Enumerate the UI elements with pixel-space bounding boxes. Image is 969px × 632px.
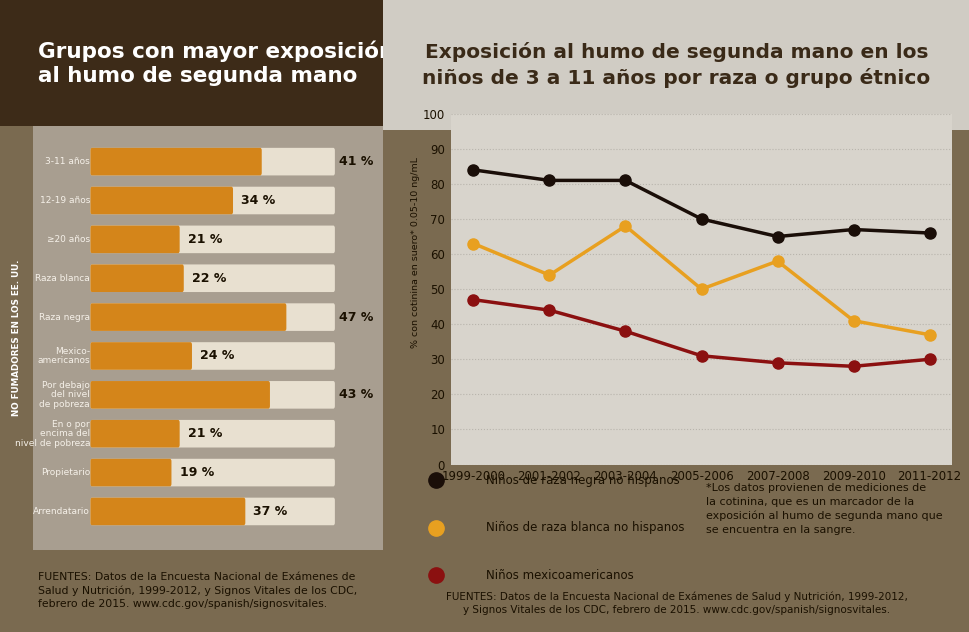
Bar: [33, 126, 383, 550]
Text: Por debajo
del nivel
de pobreza: Por debajo del nivel de pobreza: [40, 380, 90, 409]
Text: 37 %: 37 %: [253, 505, 288, 518]
FancyBboxPatch shape: [90, 303, 334, 331]
FancyBboxPatch shape: [90, 420, 334, 447]
Text: 21 %: 21 %: [188, 427, 222, 441]
Text: 41 %: 41 %: [339, 155, 373, 168]
Text: FUENTES: Datos de la Encuesta Nacional de Exámenes de Salud y Nutrición, 1999-20: FUENTES: Datos de la Encuesta Nacional d…: [445, 592, 907, 616]
Text: Niños mexicoamericanos: Niños mexicoamericanos: [485, 569, 633, 581]
Text: 24 %: 24 %: [200, 349, 234, 363]
Text: 34 %: 34 %: [241, 194, 275, 207]
Text: 3-11 años: 3-11 años: [46, 157, 90, 166]
FancyBboxPatch shape: [90, 459, 172, 487]
FancyBboxPatch shape: [90, 459, 334, 487]
Bar: [0, 0, 383, 126]
FancyBboxPatch shape: [90, 264, 183, 292]
FancyBboxPatch shape: [90, 186, 233, 214]
Text: En o por
encima del
nivel de pobreza: En o por encima del nivel de pobreza: [15, 420, 90, 448]
Text: Raza negra: Raza negra: [39, 313, 90, 322]
Text: 19 %: 19 %: [179, 466, 213, 479]
FancyBboxPatch shape: [90, 264, 334, 292]
FancyBboxPatch shape: [90, 186, 334, 214]
FancyBboxPatch shape: [90, 226, 334, 253]
Text: 22 %: 22 %: [192, 272, 226, 285]
Text: Arrendatario: Arrendatario: [33, 507, 90, 516]
FancyBboxPatch shape: [90, 420, 179, 447]
Text: Niños de raza blanca no hispanos: Niños de raza blanca no hispanos: [485, 521, 684, 534]
Text: 12-19 años: 12-19 años: [40, 196, 90, 205]
Text: *Los datos provienen de mediciones de
la cotinina, que es un marcador de la
expo: *Los datos provienen de mediciones de la…: [705, 483, 942, 535]
Text: Mexico-
americanos: Mexico- americanos: [38, 346, 90, 365]
Text: Exposición al humo de segunda mano en los
niños de 3 a 11 años por raza o grupo : Exposición al humo de segunda mano en lo…: [422, 42, 929, 88]
Text: Niños de raza negra no hispanos: Niños de raza negra no hispanos: [485, 474, 679, 487]
FancyBboxPatch shape: [90, 226, 179, 253]
Text: 43 %: 43 %: [339, 388, 373, 401]
FancyBboxPatch shape: [90, 381, 269, 409]
Bar: [383, 0, 969, 130]
FancyBboxPatch shape: [90, 497, 245, 525]
FancyBboxPatch shape: [90, 497, 334, 525]
Text: FUENTES: Datos de la Encuesta Nacional de Exámenes de
Salud y Nutrición, 1999-20: FUENTES: Datos de la Encuesta Nacional d…: [39, 573, 358, 609]
FancyBboxPatch shape: [90, 148, 262, 176]
FancyBboxPatch shape: [90, 342, 334, 370]
Text: 47 %: 47 %: [339, 310, 373, 324]
Text: Grupos con mayor exposición
al humo de segunda mano: Grupos con mayor exposición al humo de s…: [39, 40, 394, 87]
Text: 21 %: 21 %: [188, 233, 222, 246]
Text: % con cotinina en suero* 0.05-10 ng/mL: % con cotinina en suero* 0.05-10 ng/mL: [411, 157, 420, 348]
Text: Raza blanca: Raza blanca: [35, 274, 90, 283]
Text: NO FUMADORES EN LOS EE. UU.: NO FUMADORES EN LOS EE. UU.: [12, 260, 20, 416]
FancyBboxPatch shape: [90, 303, 286, 331]
FancyBboxPatch shape: [90, 148, 334, 176]
Text: ≥20 años: ≥20 años: [47, 235, 90, 244]
Text: Propietario: Propietario: [41, 468, 90, 477]
FancyBboxPatch shape: [90, 381, 334, 409]
FancyBboxPatch shape: [90, 342, 192, 370]
